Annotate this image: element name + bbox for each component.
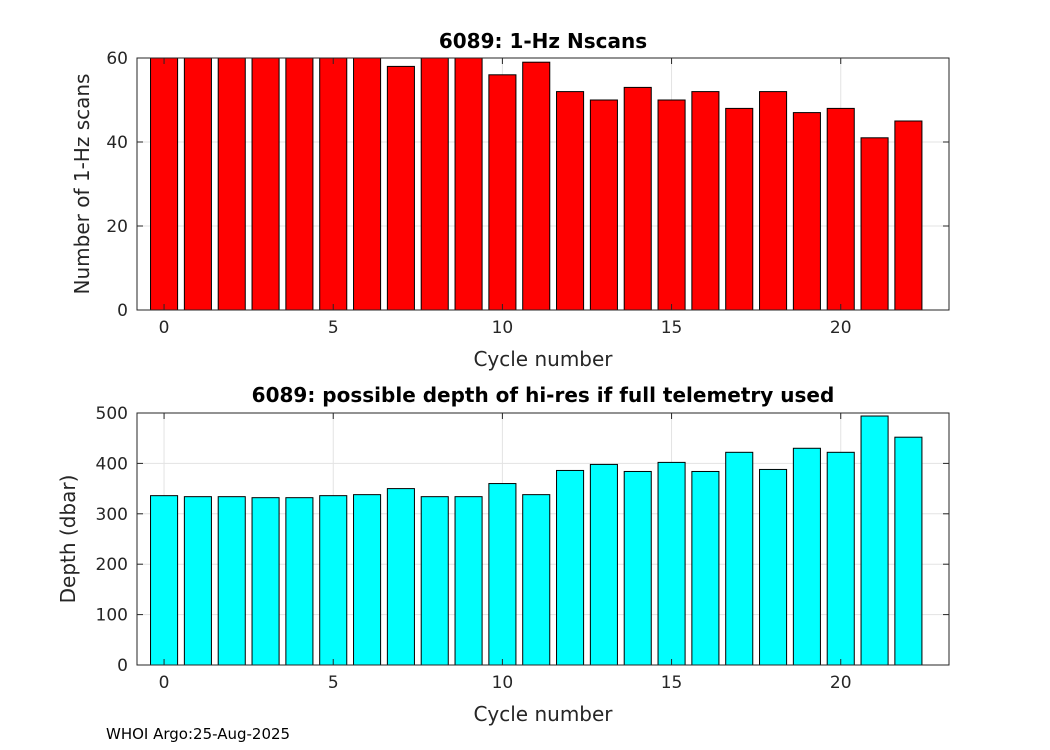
y-tick-label: 500 bbox=[96, 404, 128, 424]
y-tick-label: 0 bbox=[117, 656, 128, 676]
x-tick-label: 15 bbox=[661, 318, 683, 338]
bar-cycle-9 bbox=[454, 496, 483, 666]
bar-cycle-1 bbox=[183, 57, 212, 311]
x-tick-label: 15 bbox=[661, 673, 683, 693]
chart-title: 6089: possible depth of hi-res if full t… bbox=[252, 383, 835, 407]
x-axis-label: Cycle number bbox=[473, 347, 613, 371]
bar-cycle-10 bbox=[488, 483, 517, 666]
x-tick-label: 0 bbox=[159, 673, 170, 693]
bars-group bbox=[150, 57, 923, 311]
y-tick-label: 100 bbox=[96, 606, 128, 626]
bar-cycle-16 bbox=[691, 91, 720, 311]
bar-cycle-15 bbox=[657, 461, 686, 666]
chart-depth: 6089: possible depth of hi-res if full t… bbox=[56, 383, 950, 726]
bar-cycle-7 bbox=[386, 488, 415, 666]
bar-cycle-9 bbox=[454, 57, 483, 311]
bar-cycle-21 bbox=[860, 415, 889, 666]
bar-cycle-5 bbox=[319, 495, 348, 666]
bar-cycle-20 bbox=[826, 107, 855, 311]
y-axis-label: Depth (dbar) bbox=[56, 475, 80, 604]
bar-cycle-13 bbox=[589, 99, 618, 311]
bar-cycle-2 bbox=[217, 57, 246, 311]
bar-cycle-18 bbox=[759, 91, 788, 311]
bar-cycle-11 bbox=[522, 494, 551, 666]
x-axis-label: Cycle number bbox=[473, 702, 613, 726]
bar-cycle-16 bbox=[691, 470, 720, 666]
x-tick-label: 5 bbox=[328, 318, 339, 338]
x-tick-label: 5 bbox=[328, 673, 339, 693]
x-tick-label: 20 bbox=[830, 673, 852, 693]
bar-cycle-19 bbox=[792, 112, 821, 311]
y-tick-label: 60 bbox=[106, 49, 128, 69]
bar-cycle-14 bbox=[623, 86, 652, 311]
bar-cycle-12 bbox=[556, 469, 585, 666]
bar-cycle-21 bbox=[860, 137, 889, 311]
chart-nscans: 6089: 1-Hz Nscans 0 5 10 15 20 0 20 40 60 Cycle … bbox=[70, 29, 950, 371]
bar-cycle-18 bbox=[759, 468, 788, 666]
bar-cycle-5 bbox=[319, 57, 348, 311]
y-tick-label: 20 bbox=[106, 217, 128, 237]
bar-cycle-12 bbox=[556, 91, 585, 311]
bar-cycle-15 bbox=[657, 99, 686, 311]
x-tick-label: 20 bbox=[830, 318, 852, 338]
bar-cycle-8 bbox=[420, 57, 449, 311]
bar-cycle-3 bbox=[251, 497, 280, 666]
bar-cycle-8 bbox=[420, 496, 449, 666]
chart-title: 6089: 1-Hz Nscans bbox=[439, 29, 647, 53]
plot-frame bbox=[136, 412, 950, 666]
y-tick-label: 400 bbox=[96, 454, 128, 474]
bar-cycle-0 bbox=[150, 495, 179, 666]
bar-cycle-7 bbox=[386, 65, 415, 311]
bar-cycle-3 bbox=[251, 57, 280, 311]
bar-cycle-22 bbox=[894, 120, 923, 311]
bar-cycle-19 bbox=[792, 447, 821, 666]
bar-cycle-17 bbox=[725, 451, 754, 666]
bar-cycle-11 bbox=[522, 61, 551, 311]
bar-cycle-4 bbox=[285, 497, 314, 666]
bar-cycle-6 bbox=[353, 57, 382, 311]
x-tick-label: 10 bbox=[492, 673, 514, 693]
plot-frame bbox=[136, 57, 950, 311]
y-tick-label: 300 bbox=[96, 505, 128, 525]
bar-cycle-6 bbox=[353, 494, 382, 666]
bar-cycle-20 bbox=[826, 451, 855, 666]
y-axis-label: Number of 1-Hz scans bbox=[70, 74, 94, 295]
y-tick-label: 0 bbox=[117, 301, 128, 321]
y-tick-label: 40 bbox=[106, 133, 128, 153]
bar-cycle-13 bbox=[589, 463, 618, 666]
bar-cycle-0 bbox=[150, 57, 179, 311]
bar-cycle-22 bbox=[894, 436, 923, 666]
bar-cycle-2 bbox=[217, 496, 246, 666]
bar-cycle-17 bbox=[725, 107, 754, 311]
x-tick-label: 0 bbox=[159, 318, 170, 338]
bars-group bbox=[150, 415, 923, 666]
x-tick-label: 10 bbox=[492, 318, 514, 338]
bar-cycle-1 bbox=[183, 496, 212, 666]
bar-cycle-14 bbox=[623, 470, 652, 666]
ticks-group: 0 5 10 15 20 0 20 40 60 bbox=[106, 49, 949, 338]
bar-cycle-4 bbox=[285, 57, 314, 311]
y-tick-label: 200 bbox=[96, 555, 128, 575]
footer-note: WHOI Argo:25-Aug-2025 bbox=[106, 725, 291, 743]
bar-cycle-10 bbox=[488, 74, 517, 311]
